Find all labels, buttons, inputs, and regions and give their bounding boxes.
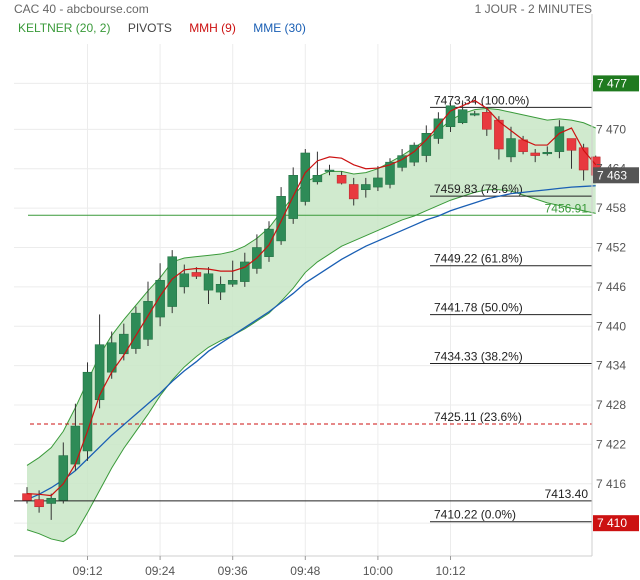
candle-body[interactable] bbox=[46, 497, 56, 504]
candle-body[interactable] bbox=[58, 455, 69, 501]
candle-body[interactable] bbox=[348, 184, 359, 200]
candle-body[interactable] bbox=[385, 161, 395, 185]
x-tick-label: 09:24 bbox=[145, 564, 175, 578]
chart-title: CAC 40 - abcbourse.com bbox=[14, 2, 149, 16]
fib-label: 7425.11 (23.6%) bbox=[434, 410, 522, 424]
y-tick-label: 7 434 bbox=[596, 359, 626, 373]
candle-body[interactable] bbox=[70, 425, 81, 465]
candle-body[interactable] bbox=[445, 105, 456, 127]
keltner-band bbox=[27, 108, 596, 542]
candle-body[interactable] bbox=[578, 147, 589, 171]
fib-label: 7459.83 (78.6%) bbox=[434, 182, 523, 196]
y-tick-label: 7 470 bbox=[596, 122, 626, 136]
legend-pivots[interactable]: PIVOTS bbox=[127, 21, 172, 35]
fib-label: 7434.33 (38.2%) bbox=[434, 349, 523, 363]
mmh-line bbox=[26, 99, 597, 497]
candle-body[interactable] bbox=[469, 113, 480, 116]
y-tick-label: 7 422 bbox=[596, 437, 626, 451]
price-tag-label: 7 477 bbox=[597, 76, 627, 90]
candle-body[interactable] bbox=[203, 273, 214, 291]
price-tag bbox=[593, 515, 639, 532]
keltner-lower-line bbox=[26, 189, 596, 543]
candle-body[interactable] bbox=[336, 175, 347, 184]
x-tick-label: 10:12 bbox=[435, 564, 465, 578]
candle-body[interactable] bbox=[227, 280, 238, 285]
candle-body[interactable] bbox=[119, 333, 129, 355]
candle-body[interactable] bbox=[482, 112, 492, 130]
candle-body[interactable] bbox=[264, 228, 274, 257]
x-tick-label: 09:12 bbox=[72, 564, 102, 578]
candle-body[interactable] bbox=[155, 280, 165, 318]
x-tick-label: 10:00 bbox=[363, 564, 393, 578]
candle-body[interactable] bbox=[324, 169, 335, 172]
candle-body[interactable] bbox=[300, 152, 311, 202]
legend: KELTNER (20, 2) PIVOTS MMH (9) MME (30) bbox=[18, 21, 320, 35]
x-tick-label: 09:36 bbox=[218, 564, 248, 578]
candle-body[interactable] bbox=[191, 272, 202, 277]
y-tick-label: 7 446 bbox=[596, 280, 626, 294]
candle-body[interactable] bbox=[457, 109, 468, 124]
candle-body[interactable] bbox=[566, 138, 577, 151]
fib-label: 7473.34 (100.0%) bbox=[434, 93, 529, 107]
candle-body[interactable] bbox=[131, 312, 141, 349]
candle-body[interactable] bbox=[215, 283, 226, 293]
y-tick-label: 7 416 bbox=[596, 477, 626, 491]
candle-body[interactable] bbox=[373, 177, 383, 188]
candle-body[interactable] bbox=[82, 371, 93, 452]
candle-body[interactable] bbox=[530, 152, 540, 156]
legend-keltner[interactable]: KELTNER (20, 2) bbox=[18, 21, 111, 35]
candle-body[interactable] bbox=[167, 256, 177, 307]
price-tag-label: 7 463 bbox=[597, 168, 627, 182]
y-tick-label: 7 440 bbox=[596, 319, 626, 333]
candle-body[interactable] bbox=[494, 119, 504, 150]
candle-body[interactable] bbox=[94, 344, 105, 401]
y-tick-label: 7 428 bbox=[596, 398, 626, 412]
price-tag-label: 7 410 bbox=[597, 516, 627, 530]
y-tick-label: 7 452 bbox=[596, 240, 626, 254]
candle-body[interactable] bbox=[179, 273, 190, 288]
chart-period: 1 JOUR - 2 MINUTES bbox=[474, 2, 592, 16]
y-tick-label: 7 458 bbox=[596, 201, 626, 215]
keltner-upper-line bbox=[26, 107, 596, 466]
mme-line bbox=[26, 185, 596, 501]
candle-body[interactable] bbox=[22, 493, 32, 501]
price-tag bbox=[593, 75, 639, 92]
candle-body[interactable] bbox=[240, 261, 250, 282]
candle-body[interactable] bbox=[506, 138, 516, 158]
candle-body[interactable] bbox=[409, 144, 419, 163]
candle-body[interactable] bbox=[433, 118, 444, 139]
candle-body[interactable] bbox=[143, 301, 153, 340]
fib-label: 7441.78 (50.0%) bbox=[434, 301, 523, 315]
candle-body[interactable] bbox=[542, 152, 553, 155]
legend-mme[interactable]: MME (30) bbox=[253, 21, 306, 35]
pivot-label: 7413.40 bbox=[545, 487, 589, 501]
legend-mmh[interactable]: MMH (9) bbox=[189, 21, 236, 35]
candle-body[interactable] bbox=[361, 184, 371, 190]
price-tag bbox=[593, 167, 639, 184]
candle-body[interactable] bbox=[34, 499, 44, 508]
pivot-label: 7456.91 bbox=[545, 201, 589, 215]
fib-label: 7410.22 (0.0%) bbox=[434, 508, 516, 522]
x-tick-label: 09:48 bbox=[290, 564, 320, 578]
candle-body[interactable] bbox=[276, 196, 286, 242]
candle-body[interactable] bbox=[554, 126, 565, 152]
candle-body[interactable] bbox=[312, 175, 323, 183]
fib-label: 7449.22 (61.8%) bbox=[434, 252, 523, 266]
